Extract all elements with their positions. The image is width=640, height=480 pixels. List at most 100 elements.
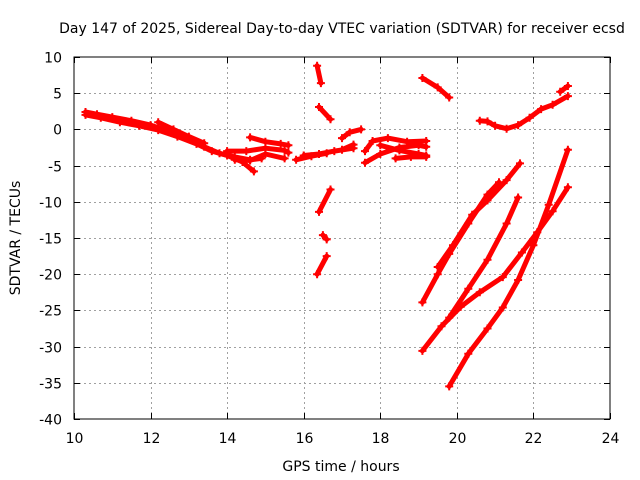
data-point [395, 146, 404, 155]
data-point [349, 140, 358, 149]
x-tick-label: 16 [296, 431, 314, 447]
y-tick-label: -30 [39, 341, 62, 357]
data-point [502, 219, 511, 228]
data-point [483, 196, 492, 205]
data-point [383, 134, 392, 143]
data-arc [446, 147, 571, 389]
series-arc-20 [418, 74, 454, 102]
series-arc-3 [154, 118, 209, 148]
data-point [96, 113, 105, 122]
y-tick-label: -15 [39, 232, 62, 248]
data-point [200, 139, 209, 148]
data-arc [477, 93, 571, 132]
data-point [242, 147, 251, 156]
series-arc-5 [246, 133, 293, 150]
data-point [230, 155, 239, 164]
data-point [313, 61, 322, 70]
data-point [433, 263, 442, 271]
data-arc [339, 126, 364, 141]
data-point [361, 147, 369, 156]
axis-ticks: 10 12 14 16 18 20 22 24 10 5 0 -5 -10 -15 -20 -25 -30 -35… [39, 51, 619, 448]
data-arc [314, 253, 330, 277]
data-point [437, 322, 446, 331]
data-point [246, 156, 255, 165]
series-arc-12 [318, 231, 331, 244]
data-point [361, 158, 369, 167]
data-point [391, 154, 400, 163]
y-tick-label: 10 [44, 51, 62, 67]
data-point [330, 147, 339, 156]
data-point [548, 207, 557, 216]
data-point [322, 252, 331, 261]
data-point [406, 152, 415, 161]
data-point [445, 382, 454, 391]
data-point [502, 176, 511, 185]
data-point [563, 145, 572, 154]
data-point [326, 185, 335, 194]
y-axis-label: SDTVAR / TECUs [8, 181, 24, 296]
data-point [514, 193, 523, 202]
x-tick-label: 20 [449, 431, 467, 447]
series-arc-24 [433, 159, 524, 271]
data-arc [83, 112, 257, 174]
data-point [326, 115, 335, 124]
data-point [368, 137, 377, 145]
x-tick-label: 22 [525, 431, 543, 447]
data-point [284, 141, 293, 150]
data-point [307, 152, 316, 161]
x-tick-label: 18 [372, 431, 390, 447]
x-tick-label: 24 [602, 431, 620, 447]
data-point [514, 276, 523, 284]
y-tick-label: 0 [53, 123, 62, 139]
data-point [483, 324, 492, 333]
x-tick-label: 12 [143, 431, 161, 447]
data-point [475, 288, 484, 297]
data-point [563, 82, 572, 90]
data-point [376, 150, 385, 158]
series-arc-27 [445, 145, 572, 391]
data-point [491, 121, 500, 130]
data-point [498, 303, 507, 312]
data-point [357, 125, 366, 134]
data-point [517, 248, 526, 257]
data-point [261, 137, 270, 146]
x-tick-label: 10 [66, 431, 84, 447]
data-point [418, 346, 427, 355]
data-point [284, 148, 293, 157]
data-point [556, 87, 565, 96]
y-tick-label: -20 [39, 268, 62, 284]
data-arc [316, 104, 333, 122]
series-arc-25 [418, 183, 572, 355]
series-arc-11 [315, 185, 335, 216]
series-arc-13 [313, 252, 331, 279]
data-point [322, 149, 331, 158]
data-point [498, 273, 507, 282]
data-point [292, 155, 301, 164]
series-arc-10 [315, 103, 335, 124]
data-point [445, 93, 454, 102]
data-point [135, 121, 144, 130]
y-tick-label: 5 [53, 87, 62, 103]
series-arc-2 [81, 110, 258, 176]
series-arc-22 [556, 82, 572, 96]
data-arc [232, 151, 288, 163]
data-point [376, 141, 385, 150]
data-point [483, 255, 492, 264]
data-point [249, 167, 258, 176]
data-point [537, 105, 546, 114]
data-point [544, 200, 553, 209]
series-arc-26 [445, 193, 523, 322]
data-arc [155, 119, 207, 146]
data-point [464, 349, 473, 358]
data-point [525, 113, 534, 122]
data-point [81, 110, 90, 119]
data-point [418, 298, 427, 307]
data-point [261, 150, 270, 158]
data-point [414, 141, 423, 150]
data-point [338, 145, 346, 154]
data-point [483, 117, 492, 126]
data-point [475, 116, 484, 125]
data-point [154, 126, 163, 135]
series-arc-14 [338, 125, 366, 143]
